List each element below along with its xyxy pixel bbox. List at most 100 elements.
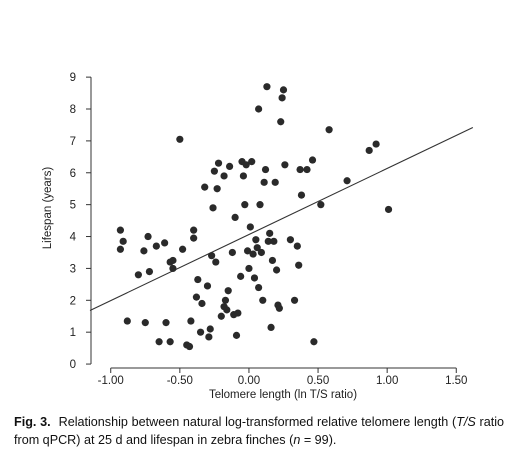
data-point bbox=[278, 94, 286, 102]
data-point bbox=[123, 317, 131, 325]
x-tick-label: -0.50 bbox=[167, 375, 193, 387]
data-point bbox=[140, 247, 148, 255]
y-tick-label: 2 bbox=[70, 295, 76, 307]
data-point bbox=[263, 83, 271, 91]
data-point bbox=[228, 248, 236, 257]
data-point bbox=[296, 165, 304, 174]
data-point bbox=[217, 312, 225, 320]
data-point bbox=[209, 204, 217, 212]
data-point bbox=[116, 226, 125, 234]
data-point bbox=[241, 201, 249, 209]
data-point bbox=[253, 244, 261, 252]
data-point bbox=[343, 177, 351, 185]
y-tick-label: 7 bbox=[70, 136, 76, 148]
data-point bbox=[205, 333, 213, 341]
y-axis-title: Lifespan (years) bbox=[42, 167, 54, 250]
data-point bbox=[208, 252, 216, 260]
data-point bbox=[255, 283, 263, 292]
data-point bbox=[203, 282, 212, 290]
regression-line bbox=[89, 127, 474, 311]
regression-line-group bbox=[89, 127, 474, 311]
data-point bbox=[295, 261, 303, 269]
data-point bbox=[152, 242, 160, 250]
caption-italic-ts: T/S bbox=[456, 415, 476, 429]
data-points-group bbox=[116, 83, 393, 351]
data-point bbox=[161, 239, 169, 247]
data-point bbox=[232, 331, 241, 339]
data-point bbox=[214, 159, 223, 167]
data-point bbox=[169, 256, 177, 265]
caption-text-1: Relationship between natural log-transfo… bbox=[58, 415, 457, 429]
data-point bbox=[266, 229, 274, 237]
data-point bbox=[293, 242, 301, 250]
data-point bbox=[194, 275, 202, 284]
data-point bbox=[268, 256, 277, 265]
data-point bbox=[271, 178, 279, 186]
figure-caption: Fig. 3. Relationship between natural log-… bbox=[14, 413, 504, 449]
data-point bbox=[119, 237, 127, 245]
scatter-plot: 0 1 2 3 4 5 6 7 8 9 -1.00 -0.50 0.00 0.50 1.00 1.50 Lif… bbox=[42, 72, 474, 401]
data-point bbox=[260, 178, 268, 186]
data-point bbox=[237, 272, 245, 280]
x-tick-label: -1.00 bbox=[98, 375, 124, 387]
caption-text-3: = 99). bbox=[300, 433, 337, 447]
data-point bbox=[220, 303, 228, 311]
data-point bbox=[250, 274, 259, 282]
data-point bbox=[264, 237, 272, 245]
data-point bbox=[384, 205, 393, 214]
data-point bbox=[281, 161, 289, 169]
data-point bbox=[297, 191, 306, 199]
data-point bbox=[198, 299, 206, 308]
caption-italic-n: n bbox=[293, 433, 301, 447]
data-point bbox=[224, 287, 232, 295]
data-point bbox=[144, 232, 152, 241]
y-tick-label: 0 bbox=[70, 359, 76, 371]
data-point bbox=[213, 185, 221, 193]
data-point bbox=[196, 328, 205, 336]
data-point bbox=[317, 201, 325, 209]
data-point bbox=[176, 135, 184, 143]
data-point bbox=[256, 201, 264, 209]
data-point bbox=[141, 319, 149, 327]
data-point bbox=[185, 342, 194, 351]
data-point bbox=[242, 161, 250, 169]
data-point bbox=[155, 338, 163, 346]
data-point bbox=[134, 271, 142, 279]
data-point bbox=[169, 264, 177, 273]
data-point bbox=[248, 158, 256, 166]
data-point bbox=[255, 105, 263, 113]
data-point bbox=[221, 296, 230, 304]
data-point bbox=[290, 296, 299, 304]
data-point bbox=[279, 86, 288, 94]
x-tick-label: 1.00 bbox=[376, 375, 398, 387]
data-point bbox=[116, 245, 125, 253]
data-point bbox=[206, 325, 214, 333]
data-point bbox=[187, 317, 195, 325]
data-point bbox=[310, 338, 318, 346]
data-point bbox=[365, 146, 373, 155]
data-point bbox=[270, 237, 278, 245]
y-tick-label: 3 bbox=[70, 263, 76, 275]
data-point bbox=[145, 268, 154, 276]
data-point bbox=[308, 156, 317, 164]
data-point bbox=[267, 323, 275, 331]
data-point bbox=[372, 140, 380, 148]
data-point bbox=[212, 258, 220, 266]
data-point bbox=[325, 126, 333, 134]
figure-label: Fig. 3. bbox=[14, 415, 51, 429]
y-tick-label: 4 bbox=[70, 232, 77, 244]
y-tick-label: 9 bbox=[70, 72, 76, 84]
caption-text-2: ratio from qPCR) at 25 d and lifespan in… bbox=[14, 415, 505, 447]
data-point bbox=[245, 264, 253, 273]
data-point bbox=[190, 234, 198, 242]
x-axis-title: Telomere length (ln T/S ratio) bbox=[209, 389, 357, 401]
data-point bbox=[261, 165, 270, 174]
data-point bbox=[277, 118, 285, 126]
data-point bbox=[252, 236, 260, 244]
x-tick-label: 0.00 bbox=[238, 375, 260, 387]
data-point bbox=[239, 172, 248, 180]
data-point bbox=[234, 309, 242, 317]
data-point bbox=[257, 248, 265, 257]
data-point bbox=[259, 296, 267, 304]
data-point bbox=[179, 245, 187, 253]
